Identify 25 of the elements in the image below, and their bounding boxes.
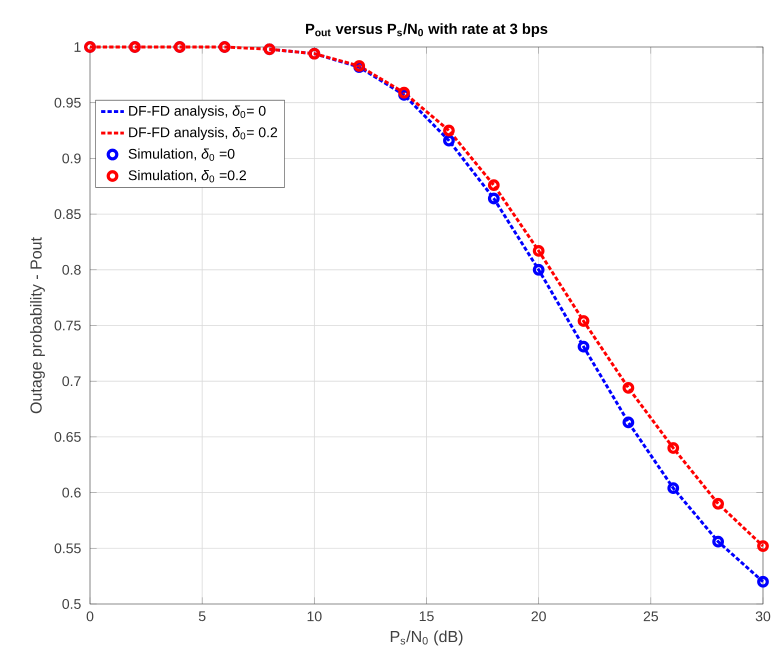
- y-tick-label: 0.75: [54, 320, 81, 330]
- y-tick-label: 0.7: [62, 376, 81, 386]
- x-tick-label: 0: [86, 611, 94, 622]
- y-tick-label: 0.8: [62, 264, 81, 275]
- x-tick-label: 20: [532, 611, 546, 622]
- x-tick-label: 5: [198, 611, 206, 622]
- y-axis-title: Outage probability - Pout: [30, 237, 45, 414]
- x-tick-label: 30: [756, 611, 770, 622]
- y-tick-label: 0.55: [54, 543, 81, 554]
- x-tick-label: 10: [308, 611, 322, 622]
- y-tick-label: 0.95: [54, 98, 81, 108]
- y-tick-label: 0.6: [62, 488, 81, 498]
- y-tick-label: 0.9: [62, 153, 81, 164]
- legend-label: Simulation, δ$_{0}$ =0.2: [128, 170, 246, 182]
- y-tick-label: 0.65: [54, 432, 81, 442]
- chart-title: P$_{out}$ versus P$_{s}$/N$_{0}$ with rate at 3 bps: [306, 23, 548, 37]
- x-tick-label: 15: [420, 611, 434, 622]
- y-tick-label: 0.85: [54, 209, 81, 220]
- y-tick-label: 0.5: [62, 599, 81, 609]
- legend-label: DF-FD analysis, δ$_{0}$= 0.2: [129, 126, 278, 140]
- y-tick-label: 1: [74, 42, 81, 52]
- legend-label: DF-FD analysis, δ$_{0}$= 0: [129, 106, 266, 119]
- legend-label: Simulation, δ$_{0}$ =0: [128, 148, 234, 161]
- x-axis-title: P$_{s}$/N$_{0}$ (dB): [390, 630, 462, 646]
- x-tick-label: 25: [644, 611, 658, 622]
